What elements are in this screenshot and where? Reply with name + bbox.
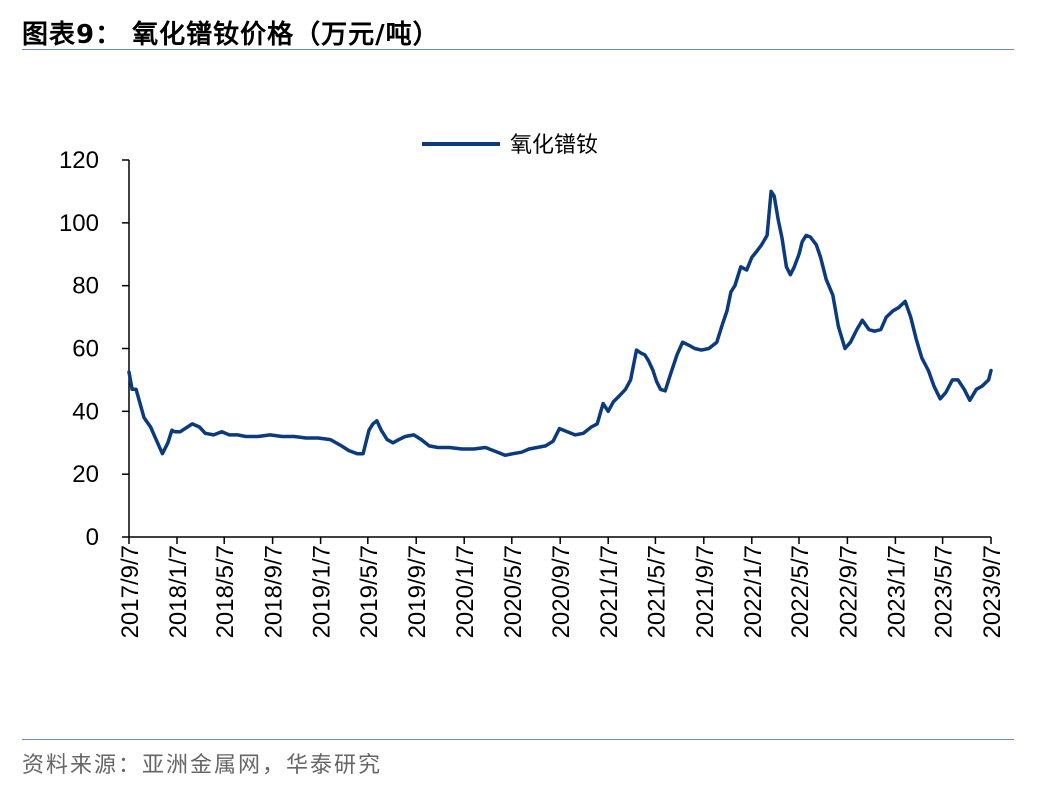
x-axis: 2017/9/7 2018/1/7 2018/5/7 2018/9/7 2019/1/7… <box>117 536 1006 638</box>
x-tick-label: 2019/1/7 <box>309 545 336 638</box>
x-tick-label: 2018/9/7 <box>261 545 288 638</box>
x-tick-label: 2018/1/7 <box>165 545 192 638</box>
x-tick-label: 2020/5/7 <box>500 545 527 638</box>
title-rule <box>22 49 1014 50</box>
y-tick-label: 60 <box>72 336 99 363</box>
x-tick-label: 2017/9/7 <box>117 545 144 638</box>
y-axis: 0 20 40 60 80 100 120 <box>59 147 130 551</box>
x-tick-label: 2023/1/7 <box>883 545 910 638</box>
y-tick-label: 80 <box>72 273 99 300</box>
y-tick-label: 20 <box>72 461 99 488</box>
x-tick-label: 2023/5/7 <box>931 545 958 638</box>
figure-title: 图表9： 氧化镨钕价格（万元/吨） <box>22 20 440 50</box>
x-tick-label: 2019/9/7 <box>404 545 431 638</box>
legend-label: 氧化镨钕 <box>510 133 598 158</box>
x-tick-label: 2021/9/7 <box>692 545 719 638</box>
y-tick-label: 120 <box>59 147 99 174</box>
x-tick-label: 2022/1/7 <box>740 545 767 638</box>
y-tick-label: 100 <box>59 210 99 237</box>
x-tick-label: 2020/9/7 <box>548 545 575 638</box>
x-tick-label: 2022/5/7 <box>787 545 814 638</box>
x-tick-label: 2021/1/7 <box>596 545 623 638</box>
series-layer <box>127 189 993 458</box>
y-tick-label: 0 <box>86 524 99 551</box>
legend: 氧化镨钕 <box>422 133 598 158</box>
x-tick-label: 2022/9/7 <box>835 545 862 638</box>
x-tick-label: 2023/9/7 <box>979 545 1006 638</box>
figure-header: 图表9： 氧化镨钕价格（万元/吨） <box>22 10 1014 52</box>
x-tick-label: 2020/1/7 <box>452 545 479 638</box>
x-tick-label: 2018/5/7 <box>212 545 239 638</box>
y-tick-label: 40 <box>72 398 99 425</box>
source-note: 资料来源：亚洲金属网，华泰研究 <box>22 753 383 778</box>
x-tick-label: 2019/5/7 <box>356 545 383 638</box>
series-line <box>127 189 993 458</box>
source-rule <box>22 739 1014 740</box>
x-tick-label: 2021/5/7 <box>643 545 670 638</box>
